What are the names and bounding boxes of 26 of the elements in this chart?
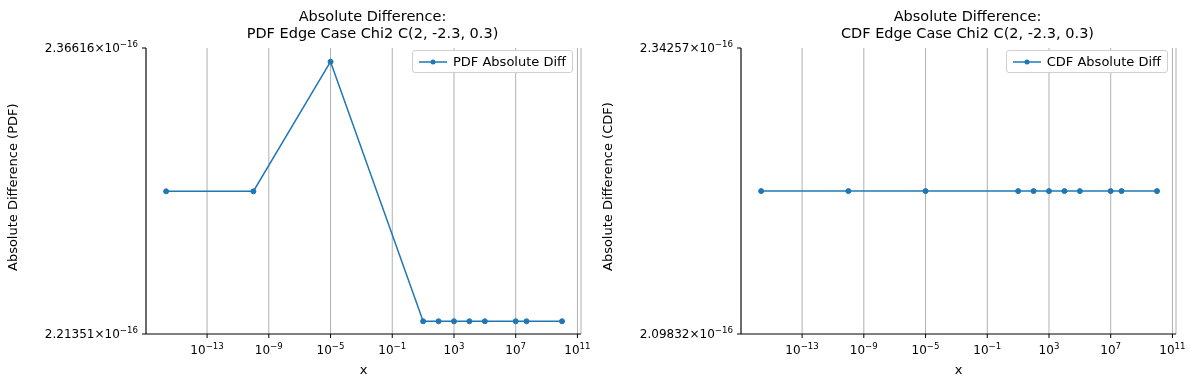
x-tick-label: 10$^{3}$ [443, 341, 465, 357]
x-tick-label: 10$^{−9}$ [254, 341, 283, 357]
x-tick-label: 10$^{11}$ [564, 341, 591, 357]
x-tick-label: 10$^{−9}$ [849, 341, 878, 357]
x-axis-title: x [954, 362, 963, 377]
x-tick-label: 10$^{−1}$ [973, 341, 1002, 357]
y-tick-label: 2.21351×10$^{−16}$ [44, 325, 138, 341]
x-axis-title: x [359, 362, 368, 377]
x-tick-label: 10$^{−13}$ [785, 341, 819, 357]
x-tick-label: 10$^{11}$ [1159, 341, 1186, 357]
x-tick-label: 10$^{−1}$ [378, 341, 407, 357]
x-tick-label: 10$^{7}$ [1100, 341, 1122, 357]
chart-title: Absolute Difference: PDF Edge Case Chi2 C(2, -2.3, 0.3) [245, 8, 500, 42]
y-axis-title: Absolute Difference (PDF) [4, 103, 20, 271]
x-tick-label: 10$^{3}$ [1038, 341, 1060, 357]
x-tick-label: 10$^{−5}$ [316, 341, 345, 357]
y-tick-label: 2.09832×10$^{−16}$ [639, 325, 733, 341]
y-tick-label: 2.34257×10$^{−16}$ [639, 39, 733, 55]
x-tick-label: 10$^{7}$ [505, 341, 527, 357]
x-tick-label: 10$^{−5}$ [911, 341, 940, 357]
y-tick-label: 2.36616×10$^{−16}$ [44, 39, 138, 55]
x-tick-label: 10$^{−13}$ [190, 341, 224, 357]
legend-label: PDF Absolute Diff [453, 54, 566, 69]
y-axis-title: Absolute Difference (CDF) [599, 102, 615, 271]
chart-title: Absolute Difference: CDF Edge Case Chi2 C(2, -2.3, 0.3) [839, 8, 1096, 42]
legend-label: CDF Absolute Diff [1046, 54, 1161, 69]
